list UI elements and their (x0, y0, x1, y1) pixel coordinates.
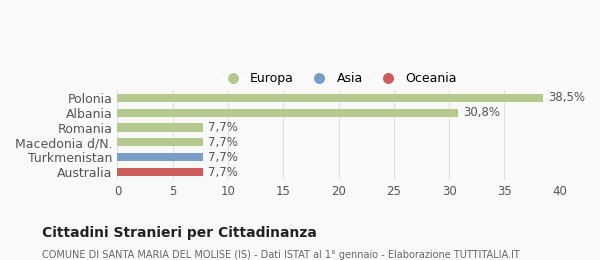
Text: 7,7%: 7,7% (208, 136, 238, 149)
Bar (118, 109, 458, 117)
Text: 7,7%: 7,7% (208, 151, 238, 164)
Legend: Europa, Asia, Oceania: Europa, Asia, Oceania (217, 69, 461, 89)
Bar (118, 153, 203, 161)
Text: Cittadini Stranieri per Cittadinanza: Cittadini Stranieri per Cittadinanza (42, 226, 317, 240)
Bar (118, 94, 543, 102)
Bar (118, 124, 203, 132)
Text: COMUNE DI SANTA MARIA DEL MOLISE (IS) - Dati ISTAT al 1° gennaio - Elaborazione : COMUNE DI SANTA MARIA DEL MOLISE (IS) - … (42, 250, 520, 259)
Bar (118, 168, 203, 176)
Text: 7,7%: 7,7% (208, 121, 238, 134)
Bar (118, 138, 203, 146)
Text: 38,5%: 38,5% (548, 91, 586, 104)
Text: 7,7%: 7,7% (208, 166, 238, 179)
Text: 30,8%: 30,8% (463, 106, 500, 119)
